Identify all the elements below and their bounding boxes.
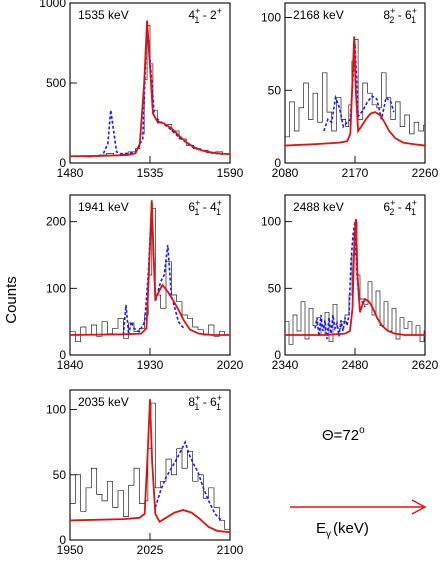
theta-annotation: Θ=72o xyxy=(322,425,365,444)
theta-sup: o xyxy=(359,425,365,436)
x-axis-label: Eγ (keV) xyxy=(316,520,369,540)
y-tick-label: 50 xyxy=(268,83,282,97)
panel-3: 1840 1930 2020 0 100 200 1941 keV 6+ 1 - 4+ 1 xyxy=(46,194,244,372)
y-tick-label: 50 xyxy=(268,281,282,295)
y-tick-label: 0 xyxy=(59,348,66,362)
transition-label: 4+ 1 - 2+ xyxy=(188,6,222,25)
y-tick-label: 0 xyxy=(59,533,66,547)
x-tick-label: 2260 xyxy=(412,166,439,180)
y-tick-label: 0 xyxy=(59,156,66,170)
x-tick-label: 2020 xyxy=(217,358,244,372)
y-tick-label: 0 xyxy=(274,348,281,362)
x-tick-label: 1950 xyxy=(57,543,84,557)
transition-label: 8+ 2 - 6+ 1 xyxy=(383,6,417,25)
data-histogram xyxy=(70,207,230,343)
y-tick-label: 50 xyxy=(53,468,67,482)
theta-text: Θ=72o xyxy=(322,425,365,444)
transition-label: 8+ 1 - 6+ 1 xyxy=(188,393,222,412)
energy-label: 2035 keV xyxy=(78,395,129,409)
x-tick-label: 1535 xyxy=(137,166,164,180)
y-tick-label: 1000 xyxy=(39,0,66,10)
x-tick-label: 1840 xyxy=(57,358,84,372)
energy-label: 1535 keV xyxy=(78,8,129,22)
x-tick-label: 2100 xyxy=(217,543,244,557)
simulation-curve xyxy=(323,43,395,132)
fit-curve xyxy=(285,218,425,336)
y-tick-label: 100 xyxy=(46,403,66,417)
panel-5: 1950 2025 2100 0 50 100 2035 keV 8+ 1 - 6+ 1 xyxy=(46,389,244,557)
y-tick-label: 100 xyxy=(261,11,281,25)
data-histogram xyxy=(70,402,230,530)
panel-2: 2080 2170 2260 0 50 100 2168 keV 8+ 2 - 6+ 1 xyxy=(261,2,439,180)
y-tick-label: 0 xyxy=(274,156,281,170)
simulation-curve xyxy=(154,440,223,521)
x-tick-label: 2170 xyxy=(342,166,369,180)
fit-curve xyxy=(70,399,230,534)
x-tick-label: 1930 xyxy=(137,358,164,372)
fit-curve xyxy=(70,200,230,336)
data-histogram xyxy=(70,25,230,158)
energy-label: 2168 keV xyxy=(293,8,344,22)
x-tick-label: 1590 xyxy=(217,166,244,180)
energy-arrow xyxy=(290,499,427,515)
panel-4: 2340 2480 2620 0 50 100 2488 keV 6+ 2 - 4+ 1 xyxy=(261,194,439,372)
simulation-curve xyxy=(314,221,366,340)
transition-label: 6+ 1 - 4+ 1 xyxy=(188,198,222,217)
y-tick-label: 200 xyxy=(46,215,66,229)
x-tick-label: 2480 xyxy=(342,358,369,372)
panel-1: 1480 1535 1590 0 500 1000 1535 keV 4+ 1 - 2+ xyxy=(39,0,243,180)
x-tick-label: 1480 xyxy=(57,166,84,180)
y-tick-label: 100 xyxy=(261,215,281,229)
y-tick-label: 100 xyxy=(46,281,66,295)
x-tick-label: 2340 xyxy=(272,358,299,372)
transition-label: 6+ 2 - 4+ 1 xyxy=(383,198,417,217)
energy-label: 1941 keV xyxy=(78,200,129,214)
simulation-curve xyxy=(102,22,223,155)
plot-frame xyxy=(284,194,426,356)
x-tick-label: 2080 xyxy=(272,166,299,180)
y-axis-label: Counts xyxy=(3,276,20,324)
x-tick-label: 2620 xyxy=(412,358,439,372)
fit-curve xyxy=(70,20,230,158)
fit-curve xyxy=(285,36,425,147)
energy-label: 2488 keV xyxy=(293,200,344,214)
theta-prefix: Θ=72 xyxy=(322,427,359,444)
x-tick-label: 2025 xyxy=(137,543,164,557)
y-tick-label: 500 xyxy=(46,76,66,90)
arrow-head xyxy=(411,499,427,515)
